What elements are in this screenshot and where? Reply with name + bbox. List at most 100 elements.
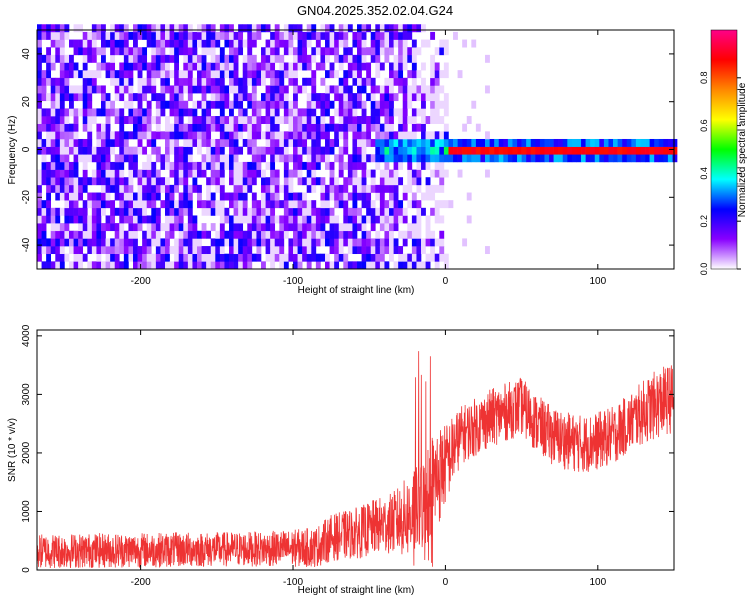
spectrogram-cell <box>229 131 234 140</box>
spectrogram-cell <box>439 39 445 48</box>
spectrogram-cell <box>320 253 326 262</box>
spectrogram-cell <box>352 261 358 270</box>
spectrogram-cell <box>466 154 472 163</box>
spectrogram-cell <box>219 215 225 224</box>
spectrogram-cell <box>64 154 70 163</box>
spectrogram-cell <box>87 200 93 209</box>
spectrogram-cell <box>87 70 93 79</box>
spectrogram-cell <box>485 54 490 63</box>
spectrogram-cell <box>398 154 404 163</box>
spectrogram-cell <box>407 100 413 109</box>
spectrogram-cell <box>361 184 367 193</box>
spectrogram-cell <box>347 223 353 232</box>
spectrogram-cell <box>384 238 390 247</box>
spectrogram-cell <box>402 93 408 102</box>
spectrogram-cell <box>183 253 189 262</box>
spectrogram-cell <box>270 253 276 262</box>
spectrogram-cell <box>343 138 349 147</box>
spectrogram-cell <box>78 230 84 239</box>
spectrogram-cell <box>219 261 225 270</box>
spectrogram-cell <box>133 93 138 102</box>
spectrogram-cell <box>439 230 445 239</box>
spectrogram-cell <box>311 177 317 186</box>
spectrogram-cell <box>645 146 650 155</box>
spectrogram-cell <box>64 169 70 178</box>
spectrogram-cell <box>78 253 84 262</box>
spectrogram-cell <box>270 138 276 147</box>
spectrogram-cell <box>283 39 289 48</box>
spectrogram-cell <box>370 246 376 255</box>
spectrogram-cell <box>361 24 367 33</box>
spectrogram-cell <box>270 230 276 239</box>
spectrogram-cell <box>270 116 276 124</box>
spectrogram-cell <box>370 108 376 117</box>
spectrogram-cell <box>165 116 170 124</box>
spectrogram-cell <box>37 24 42 33</box>
spectrogram-cell <box>137 169 143 178</box>
spectrogram-cell <box>402 47 408 56</box>
spectrogram-cell <box>302 131 308 140</box>
spectrogram-cell <box>229 100 234 109</box>
spectrogram-cell <box>114 177 120 186</box>
spectrogram-cell <box>645 154 650 163</box>
spectrogram-cell <box>384 85 390 94</box>
spectrogram-cell <box>197 200 202 209</box>
spectrogram-cell <box>343 238 349 247</box>
spectrogram-cell <box>439 85 445 94</box>
spectrogram-cell <box>507 154 513 163</box>
spectrogram-cell <box>352 100 358 109</box>
spectrogram-cell <box>133 192 138 201</box>
spectrogram-cell <box>64 223 70 232</box>
spectrogram-cell <box>87 192 93 201</box>
spectrogram-cell <box>174 85 180 94</box>
spectrogram-cell <box>334 246 340 255</box>
spectrogram-cell <box>293 138 298 147</box>
spectrogram-cell <box>361 200 367 209</box>
spectrogram-cell <box>46 138 52 147</box>
spectrogram-cell <box>306 54 312 63</box>
spectrogram-cell <box>247 62 253 71</box>
spectrogram-cell <box>329 138 335 147</box>
spectrogram-cell <box>384 207 390 216</box>
spectrogram-cell <box>64 93 70 102</box>
spectrogram-cell <box>215 207 221 216</box>
spectrogram-cell <box>535 146 541 155</box>
spectrogram-cell <box>352 31 358 40</box>
spectrogram-cell <box>439 70 445 79</box>
spectrogram-cell <box>219 238 225 247</box>
spectrogram-cell <box>361 54 367 63</box>
spectrogram-cell <box>361 77 367 86</box>
spectrogram-cell <box>187 31 193 40</box>
spectrogram-cell <box>503 154 509 163</box>
spectrogram-cell <box>270 146 276 155</box>
spectrogram-cell <box>434 77 440 86</box>
spectrogram-cell <box>206 70 212 79</box>
spectrogram-cell <box>133 39 138 48</box>
spectrogram-cell <box>439 184 445 193</box>
spectrogram-cell <box>206 47 212 56</box>
spectrogram-cell <box>55 39 61 48</box>
spectrogram-cell <box>261 192 266 201</box>
spectrogram-cell <box>119 93 125 102</box>
spectrogram-cell <box>37 184 42 193</box>
spectrogram-cell <box>206 39 212 48</box>
spectrogram-cell <box>329 116 335 124</box>
spectrogram-cell <box>91 169 97 178</box>
spectrogram-cell <box>402 54 408 63</box>
spectrogram-cell <box>352 138 358 147</box>
spectrogram-cell <box>142 215 148 224</box>
spectrogram-cell <box>151 207 157 216</box>
spectrogram-cell <box>439 100 445 109</box>
spectrogram-cell <box>430 138 436 147</box>
spectrogram-cell <box>443 123 449 132</box>
spectrogram-cell <box>155 238 161 247</box>
spectrogram-cell <box>73 253 79 262</box>
spectrogram-cell <box>210 192 216 201</box>
spectrogram-cell <box>219 146 225 155</box>
spectrogram-cell <box>347 123 353 132</box>
spectrogram-cell <box>242 238 248 247</box>
spectrogram-cell <box>59 154 65 163</box>
spectrogram-cell <box>224 230 230 239</box>
spectrogram-cell <box>59 230 65 239</box>
